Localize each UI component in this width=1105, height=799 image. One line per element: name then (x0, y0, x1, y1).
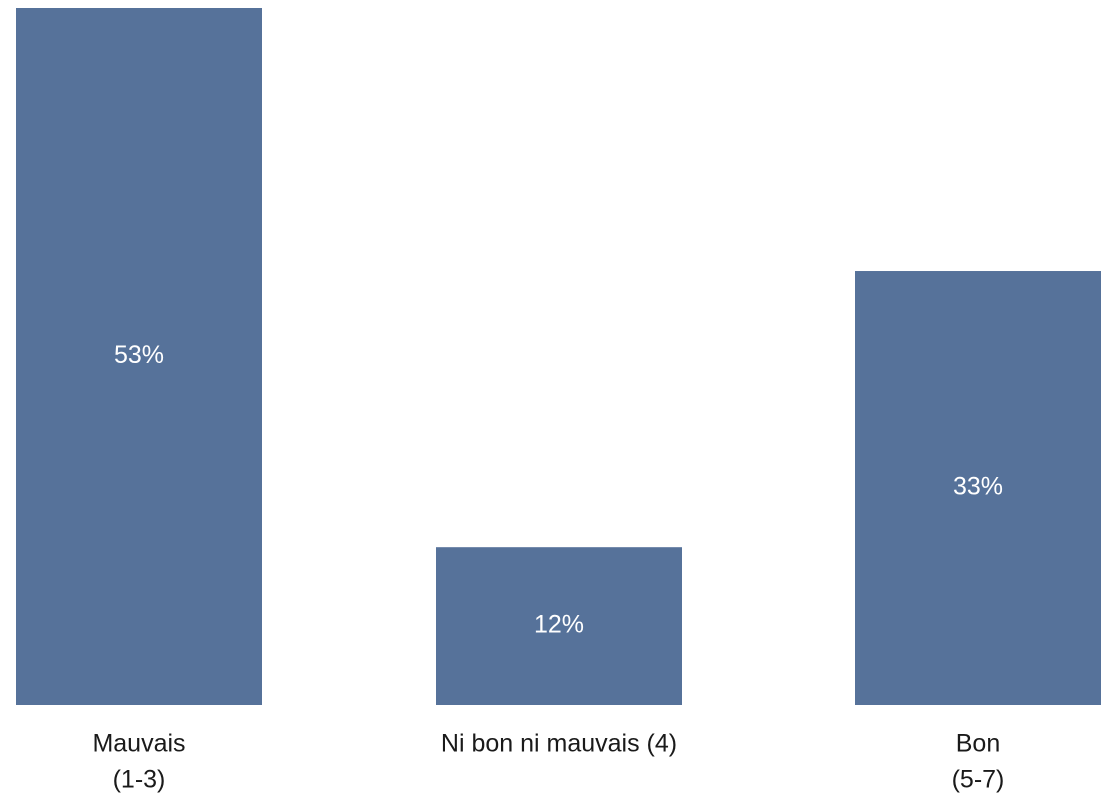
bar-value-label-2: 12% (534, 611, 584, 639)
bar-1 (16, 8, 262, 705)
bar-value-label-1: 53% (114, 341, 164, 369)
category-label-1-line-1: Mauvais (92, 730, 185, 758)
bars-layer (16, 8, 1101, 705)
bar-value-label-3: 33% (953, 473, 1003, 501)
category-label-3-line-2: (5-7) (952, 766, 1005, 794)
category-label-2-line-1: Ni bon ni mauvais (4) (441, 730, 677, 758)
category-label-1-line-2: (1-3) (113, 766, 166, 794)
value-labels-layer: 53% 12% 33% (114, 341, 1003, 639)
category-label-3-line-1: Bon (956, 730, 1000, 758)
bar-2 (436, 547, 682, 705)
bar-3 (855, 271, 1101, 705)
category-labels-layer: Mauvais (1-3) Ni bon ni mauvais (4) Bon (5-7… (92, 730, 1004, 794)
